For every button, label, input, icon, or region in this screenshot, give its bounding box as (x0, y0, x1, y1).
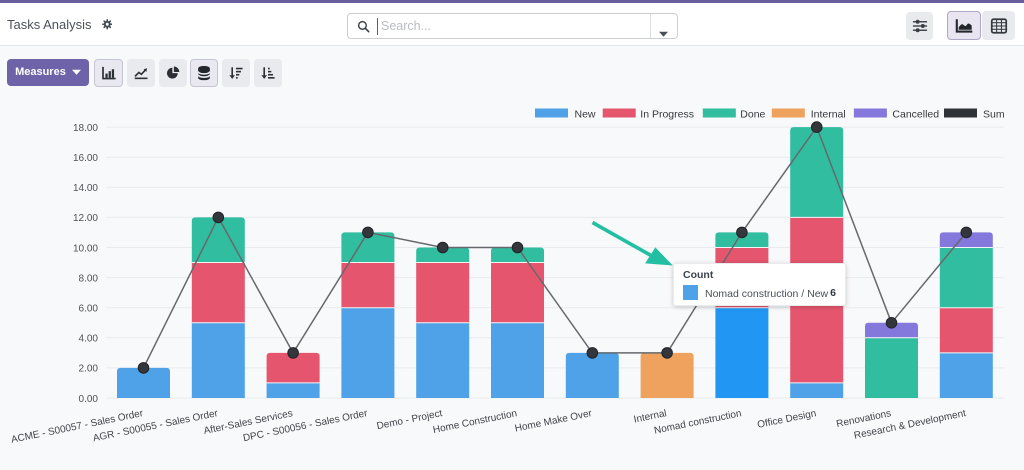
svg-text:Home Make Over: Home Make Over (514, 408, 594, 435)
svg-text:Internal: Internal (633, 408, 668, 425)
svg-text:8.00: 8.00 (79, 273, 99, 284)
svg-text:Cancelled: Cancelled (892, 108, 939, 120)
svg-text:16.00: 16.00 (73, 153, 98, 164)
svg-text:14.00: 14.00 (73, 183, 98, 194)
svg-text:Home Construction: Home Construction (432, 408, 518, 436)
svg-text:2.00: 2.00 (79, 364, 99, 375)
svg-text:Internal: Internal (811, 108, 846, 120)
svg-text:6.00: 6.00 (79, 304, 99, 315)
svg-text:12.00: 12.00 (73, 213, 98, 224)
svg-text:0.00: 0.00 (79, 394, 99, 405)
svg-text:Sum: Sum (983, 108, 1005, 120)
svg-text:4.00: 4.00 (79, 334, 99, 345)
svg-text:10.00: 10.00 (73, 243, 98, 254)
svg-text:New: New (575, 108, 596, 120)
svg-text:Office Design: Office Design (756, 408, 817, 431)
svg-text:Done: Done (740, 108, 765, 120)
svg-text:18.00: 18.00 (73, 123, 98, 134)
svg-text:In Progress: In Progress (640, 108, 694, 120)
svg-text:Nomad construction: Nomad construction (653, 408, 742, 437)
